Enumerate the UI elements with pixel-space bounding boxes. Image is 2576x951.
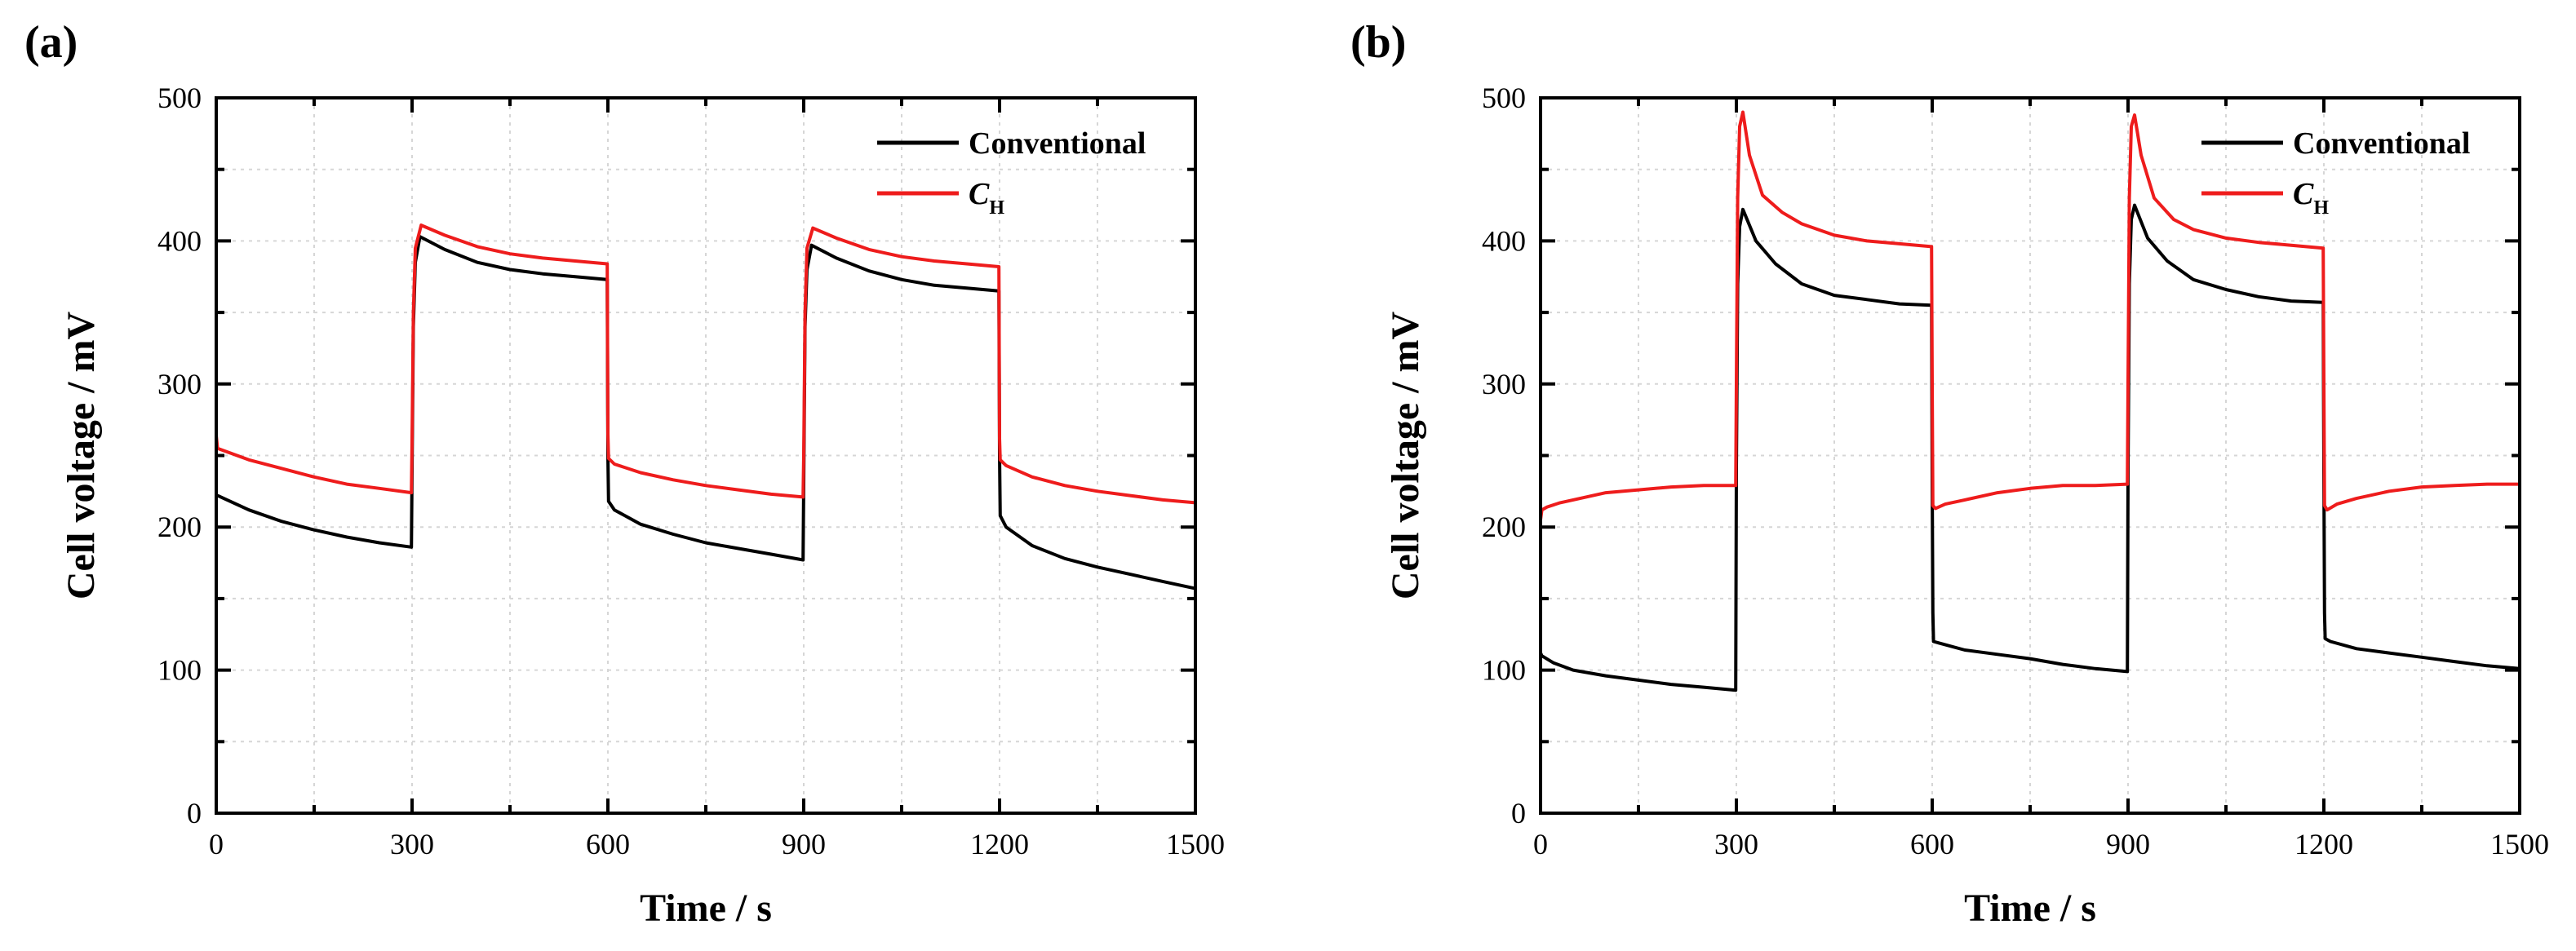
grid bbox=[216, 98, 1195, 813]
x-tick-label: 600 bbox=[1910, 828, 1954, 860]
x-tick-label: 1200 bbox=[970, 828, 1029, 860]
y-tick-label: 100 bbox=[157, 654, 202, 687]
x-tick-label: 300 bbox=[1714, 828, 1758, 860]
x-tick-label: 1500 bbox=[1166, 828, 1225, 860]
x-tick-label: 0 bbox=[1533, 828, 1548, 860]
grid bbox=[1541, 98, 2520, 813]
x-tick-label: 0 bbox=[209, 828, 224, 860]
x-tick-label: 600 bbox=[586, 828, 630, 860]
series-line-conventional bbox=[1539, 203, 2521, 692]
legend: Conventional CH bbox=[877, 126, 1146, 219]
legend-label: Conventional bbox=[2293, 126, 2470, 161]
legend-label-main: Conventional bbox=[2293, 126, 2470, 161]
y-axis-title: Cell voltage / mV bbox=[1384, 312, 1427, 600]
legend-label: CH bbox=[2293, 177, 2329, 219]
y-tick-label: 0 bbox=[1511, 797, 1526, 829]
legend-label: Conventional bbox=[969, 126, 1146, 161]
series-line-conventional bbox=[215, 235, 1196, 591]
y-tick-label: 200 bbox=[1482, 511, 1526, 543]
x-tick-label: 1500 bbox=[2490, 828, 2549, 860]
y-tick-label: 500 bbox=[157, 82, 202, 114]
y-tick-label: 500 bbox=[1482, 82, 1526, 114]
legend-label-main: C bbox=[969, 177, 990, 211]
panel-label: (b) bbox=[1350, 17, 1406, 68]
legend-label-main: Conventional bbox=[969, 126, 1146, 161]
legend: Conventional CH bbox=[2201, 126, 2470, 219]
y-axis-title: Cell voltage / mV bbox=[60, 312, 103, 600]
legend-label-subscript: H bbox=[989, 197, 1004, 219]
x-axis-title: Time / s bbox=[640, 887, 772, 930]
series-line-ch bbox=[1539, 110, 2520, 520]
y-tick-label: 400 bbox=[157, 224, 202, 257]
legend-label-subscript: H bbox=[2313, 197, 2329, 219]
y-tick-label: 100 bbox=[1482, 654, 1526, 687]
x-tick-label: 900 bbox=[782, 828, 826, 860]
y-tick-label: 300 bbox=[1482, 368, 1526, 400]
x-axis-title: Time / s bbox=[1964, 887, 2096, 930]
x-tick-label: 900 bbox=[2106, 828, 2150, 860]
y-tick-label: 200 bbox=[157, 511, 202, 543]
panel-b: (b) 0 300 600 900 1200 1500 0 100 200 300 400 500 Tim… bbox=[1350, 17, 2549, 930]
panel-a: (a) 0 300 600 900 1200 1500 0 100 200 300 400 500 Tim… bbox=[24, 17, 1225, 930]
panel-label: (a) bbox=[24, 17, 78, 68]
legend-label: CH bbox=[969, 177, 1004, 219]
series-line-ch bbox=[215, 223, 1196, 505]
x-tick-label: 1200 bbox=[2294, 828, 2353, 860]
y-tick-label: 0 bbox=[187, 797, 202, 829]
x-tick-label: 300 bbox=[390, 828, 434, 860]
legend-label-main: C bbox=[2293, 177, 2314, 211]
y-tick-label: 400 bbox=[1482, 224, 1526, 257]
y-tick-label: 300 bbox=[157, 368, 202, 400]
